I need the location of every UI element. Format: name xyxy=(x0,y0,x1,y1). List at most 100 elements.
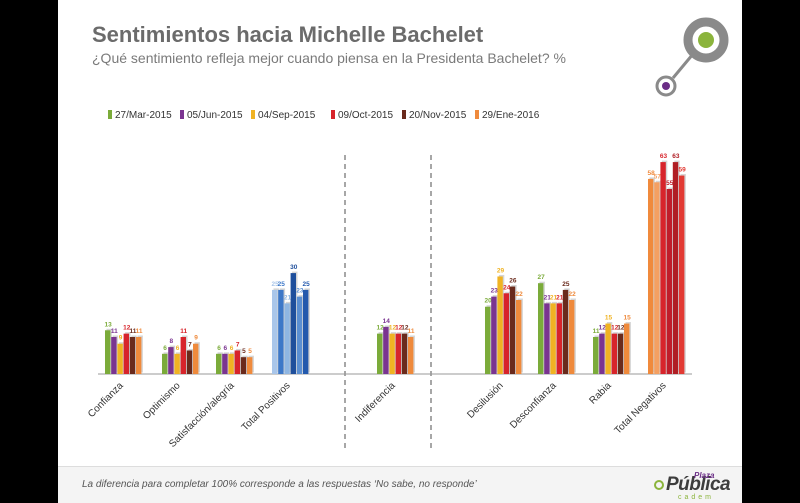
value-label-6-2: 21 xyxy=(550,294,558,301)
bar-0-1 xyxy=(111,337,117,374)
bar-5-0 xyxy=(485,306,491,374)
bar-8-1 xyxy=(654,182,660,374)
bar-5-2 xyxy=(497,276,503,374)
bar-6-3 xyxy=(556,303,562,374)
legend-swatch-3 xyxy=(331,110,335,119)
bar-7-5 xyxy=(624,323,630,374)
plaza-publica-cadem-logo: Pública Plaza cadem xyxy=(652,471,738,501)
brand-publica: Pública xyxy=(666,474,731,495)
bar-1-0 xyxy=(162,353,168,374)
value-label-3-5: 25 xyxy=(302,281,310,288)
bar-1-1 xyxy=(168,347,174,374)
bar-5-5 xyxy=(516,300,522,374)
value-label-3-3: 30 xyxy=(290,264,298,271)
value-label-6-0: 27 xyxy=(537,274,545,281)
legend-label-0: 27/Mar-2015 xyxy=(115,110,172,121)
value-label-7-0: 11 xyxy=(593,328,600,335)
value-label-0-2: 9 xyxy=(119,335,123,342)
bar-1-4 xyxy=(186,350,193,374)
category-label-8: Total Negativos xyxy=(613,380,669,436)
value-label-8-0: 58 xyxy=(647,170,655,177)
value-label-2-1: 6 xyxy=(223,345,227,352)
bar-4-1 xyxy=(383,326,389,374)
value-label-2-5: 5 xyxy=(248,348,252,355)
bar-6-1 xyxy=(544,303,550,374)
category-label-0: Confianza xyxy=(86,380,126,420)
footnote: La diferencia para completar 100% corres… xyxy=(82,479,477,490)
bar-6-5 xyxy=(569,300,575,374)
value-label-7-2: 15 xyxy=(605,315,613,322)
chart-subtitle: ¿Qué sentimiento refleja mejor cuando pi… xyxy=(92,50,566,66)
value-label-8-3: 55 xyxy=(666,180,674,187)
bar-8-0 xyxy=(648,178,654,374)
bar-4-0 xyxy=(377,333,383,374)
value-label-1-3: 11 xyxy=(180,328,187,335)
legend-swatch-4 xyxy=(402,110,406,119)
category-label-7: Rabia xyxy=(587,380,614,407)
value-label-3-1: 25 xyxy=(278,281,286,288)
bar-8-4 xyxy=(672,162,679,374)
bar-2-2 xyxy=(228,353,234,374)
bar-4-4 xyxy=(401,333,408,374)
bar-1-5 xyxy=(193,343,199,374)
legend-swatch-1 xyxy=(180,110,184,119)
bar-3-1 xyxy=(278,289,284,374)
bar-8-5 xyxy=(679,175,685,374)
value-label-7-3: 12 xyxy=(611,325,619,332)
bar-3-3 xyxy=(290,273,296,374)
bar-8-3 xyxy=(666,189,672,374)
value-label-4-1: 14 xyxy=(383,318,391,325)
bar-7-1 xyxy=(599,333,605,374)
value-label-0-0: 13 xyxy=(104,321,112,328)
rings-logo-icon xyxy=(655,17,729,97)
category-label-3: Total Positivos xyxy=(240,380,293,433)
bar-1-2 xyxy=(174,353,180,374)
bar-2-4 xyxy=(240,357,247,374)
bar-7-4 xyxy=(617,333,624,374)
bar-3-4 xyxy=(296,296,303,374)
bar-0-3 xyxy=(123,333,129,374)
bar-7-3 xyxy=(611,333,617,374)
value-label-5-4: 26 xyxy=(509,278,517,285)
value-label-4-0: 12 xyxy=(376,325,384,332)
value-label-2-0: 6 xyxy=(217,345,221,352)
value-label-1-5: 9 xyxy=(194,335,198,342)
value-label-5-3: 24 xyxy=(503,284,511,291)
legend-swatch-5 xyxy=(475,110,479,119)
value-label-4-2: 12 xyxy=(389,325,397,332)
bar-1-3 xyxy=(180,337,186,374)
value-label-8-4: 63 xyxy=(672,153,680,160)
value-label-5-1: 23 xyxy=(491,288,499,295)
bar-0-4 xyxy=(129,337,136,374)
value-label-5-2: 29 xyxy=(497,267,505,274)
bar-6-4 xyxy=(562,289,569,374)
legend-label-2: 04/Sep-2015 xyxy=(258,110,316,121)
value-label-4-4: 12 xyxy=(401,325,409,332)
bar-8-2 xyxy=(660,162,666,374)
value-label-0-4: 11 xyxy=(129,328,136,335)
bar-2-5 xyxy=(247,357,253,374)
value-label-1-0: 6 xyxy=(163,345,167,352)
value-label-4-3: 12 xyxy=(395,325,403,332)
legend-label-5: 29/Ene-2016 xyxy=(482,110,540,121)
value-label-6-3: 21 xyxy=(556,294,564,301)
value-label-3-4: 23 xyxy=(296,288,304,295)
category-label-1: Optimismo xyxy=(141,380,183,422)
bar-4-3 xyxy=(395,333,401,374)
category-label-6: Desconfianza xyxy=(508,380,559,431)
value-label-7-1: 12 xyxy=(599,325,607,332)
value-label-1-1: 8 xyxy=(169,338,173,345)
bar-6-2 xyxy=(550,303,556,374)
bar-3-0 xyxy=(272,289,278,374)
brand-dot-icon xyxy=(654,480,664,490)
value-label-7-4: 12 xyxy=(617,325,625,332)
legend-label-4: 20/Nov-2015 xyxy=(409,110,467,121)
bar-2-3 xyxy=(234,350,240,374)
value-label-2-3: 7 xyxy=(236,341,240,348)
value-label-2-2: 6 xyxy=(230,345,234,352)
value-label-1-4: 7 xyxy=(188,341,192,348)
footer-bar: La diferencia para completar 100% corres… xyxy=(58,466,742,503)
legend-swatch-2 xyxy=(251,110,255,119)
value-label-6-4: 25 xyxy=(562,281,570,288)
bar-4-2 xyxy=(389,333,395,374)
